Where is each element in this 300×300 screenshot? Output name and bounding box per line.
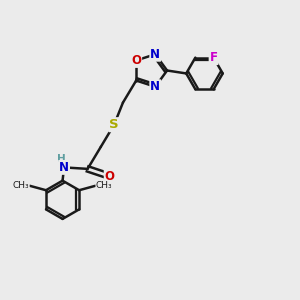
Text: H: H [57, 154, 65, 164]
Text: O: O [131, 54, 141, 67]
Text: N: N [59, 161, 69, 174]
Text: O: O [105, 170, 115, 183]
Text: S: S [109, 118, 119, 131]
Text: F: F [210, 51, 218, 64]
Text: CH₃: CH₃ [13, 181, 29, 190]
Text: CH₃: CH₃ [96, 181, 112, 190]
Text: N: N [150, 80, 160, 93]
Text: N: N [150, 48, 160, 61]
